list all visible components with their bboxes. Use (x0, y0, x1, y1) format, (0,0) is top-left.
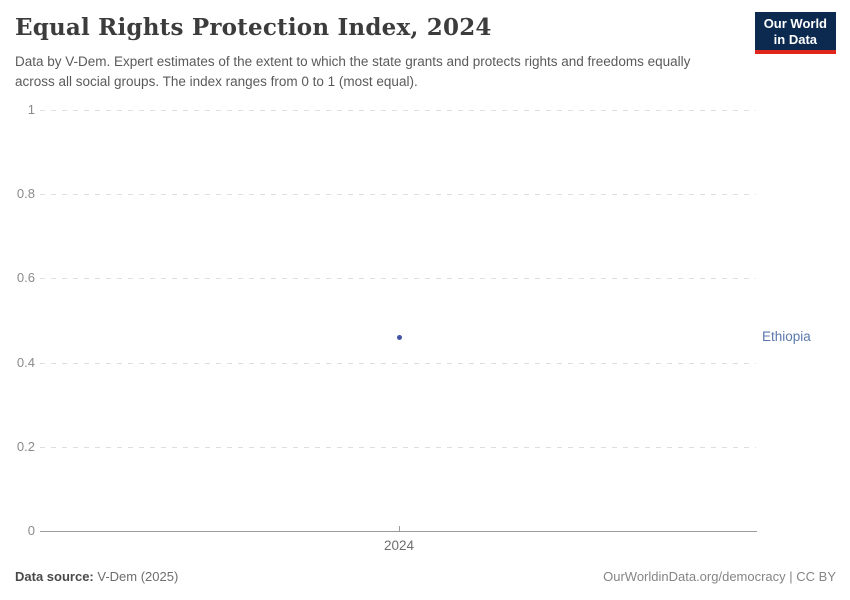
y-gridline (40, 194, 756, 196)
entity-label-ethiopia: Ethiopia (762, 329, 811, 345)
x-tick-label: 2024 (383, 538, 415, 553)
y-tick-label: 0.6 (16, 270, 35, 286)
owid-logo[interactable]: Our World in Data (754, 12, 836, 55)
page-title: Equal Rights Protection Index, 2024 (15, 14, 492, 41)
data-source: Data source: V-Dem (2025) (15, 569, 178, 584)
y-tick-label: 0.2 (16, 438, 35, 454)
data-source-value: V-Dem (2025) (97, 569, 179, 584)
data-source-label: Data source: (15, 569, 94, 584)
data-point-ethiopia (396, 334, 402, 340)
x-axis-line (40, 531, 757, 532)
y-gridline (40, 110, 756, 111)
y-tick-label: 0.8 (16, 186, 35, 202)
owid-logo-line2: in Data (773, 31, 818, 47)
x-tick (399, 526, 400, 532)
y-gridline (40, 278, 756, 280)
owid-logo-line1: Our World (763, 16, 827, 31)
chart-subtitle: Data by V-Dem. Expert estimates of the e… (15, 54, 691, 89)
attribution-link[interactable]: OurWorldinData.org/democracy | CC BY (603, 569, 836, 584)
chart-footer: Data source: V-Dem (2025) OurWorldinData… (15, 569, 836, 584)
y-tick-label: 1 (27, 102, 35, 117)
y-gridline (40, 362, 756, 364)
y-tick-label: 0 (27, 523, 35, 538)
y-gridline (40, 446, 756, 448)
y-tick-label: 0.4 (16, 354, 35, 370)
